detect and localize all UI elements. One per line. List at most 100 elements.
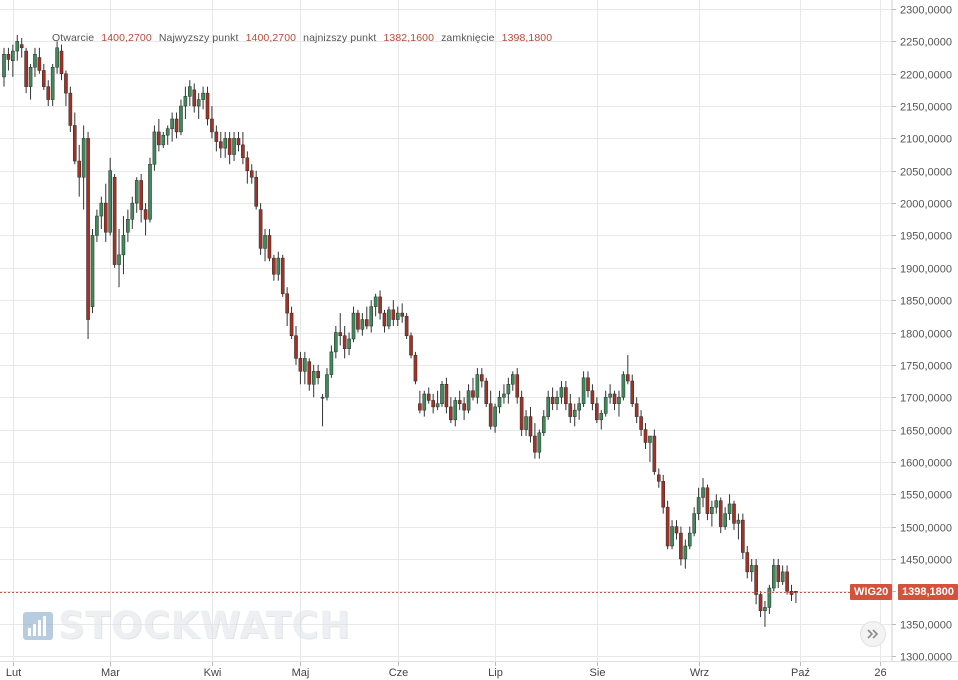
candle: [188, 80, 192, 107]
candle: [626, 355, 630, 385]
candle-body: [285, 293, 289, 314]
candle: [435, 390, 440, 411]
candle: [643, 423, 648, 449]
candle: [347, 332, 351, 356]
candle-body: [351, 312, 356, 340]
candle-body: [568, 403, 573, 417]
candle: [241, 131, 245, 165]
candle-body: [763, 607, 767, 611]
candle: [298, 351, 303, 385]
candle-body: [462, 403, 466, 411]
candle: [311, 364, 316, 398]
candle: [46, 80, 51, 107]
candle-body: [745, 552, 750, 573]
candle: [134, 177, 139, 213]
candle-body: [50, 66, 55, 100]
candle: [143, 203, 148, 236]
candle: [475, 368, 480, 404]
candle: [161, 131, 166, 149]
candle-body: [15, 41, 20, 52]
candle: [400, 303, 404, 323]
candle-body: [413, 354, 418, 382]
candle: [506, 377, 511, 404]
candle: [745, 546, 750, 579]
candle: [55, 41, 59, 74]
candle-body: [656, 474, 661, 482]
candle-body: [294, 335, 298, 359]
candle: [196, 93, 201, 119]
stockwatch-watermark: STOCKWATCH: [22, 604, 350, 647]
candle: [95, 209, 99, 242]
candle-body: [426, 393, 431, 401]
candle-body: [444, 384, 449, 408]
candle: [307, 358, 312, 391]
candle-body: [205, 92, 210, 120]
candle-body: [117, 254, 121, 265]
candle-body: [634, 403, 639, 417]
candle: [670, 520, 674, 550]
candle-body: [617, 396, 621, 404]
close-label: zamknięcie: [441, 32, 495, 44]
candle: [767, 584, 772, 614]
candle: [723, 507, 727, 530]
x-tick-label: Lut: [6, 667, 21, 679]
candle: [559, 381, 564, 404]
candle: [502, 384, 506, 404]
double-chevron-right-icon: [867, 629, 879, 639]
candle-body: [754, 565, 758, 595]
last-price-tag: 1398,1800: [898, 584, 958, 600]
candle-body: [710, 506, 714, 514]
candle-body: [603, 396, 608, 414]
candle: [404, 313, 409, 339]
candle: [157, 118, 161, 152]
candle: [497, 390, 502, 414]
candle-body: [621, 374, 626, 398]
candle-body: [488, 403, 493, 427]
candle: [210, 106, 214, 139]
candle-body: [112, 176, 117, 265]
candle-body: [249, 170, 254, 178]
y-tick-label: 1450,0000: [900, 555, 952, 567]
candle: [103, 183, 108, 242]
candle: [174, 112, 179, 139]
candle-body: [152, 131, 157, 165]
candle: [126, 209, 130, 242]
y-tick-label: 2200,0000: [900, 70, 952, 82]
candle-body: [387, 309, 391, 327]
candle: [360, 313, 365, 336]
candle: [471, 377, 475, 401]
candle: [462, 397, 466, 420]
candle: [453, 397, 458, 427]
candle-body: [714, 500, 719, 508]
candle: [581, 371, 586, 407]
candle-body: [307, 361, 312, 385]
candle: [714, 494, 719, 514]
candle-body: [227, 138, 232, 155]
candle-body: [316, 371, 320, 379]
candle-body: [188, 86, 192, 97]
candle-body: [727, 503, 732, 514]
open-value: 1400,2700: [101, 32, 152, 44]
candle-body: [679, 532, 683, 560]
candle: [179, 99, 183, 136]
candle: [28, 63, 33, 100]
candle: [599, 410, 604, 430]
candle-body: [364, 319, 369, 327]
y-tick-label: 1300,0000: [900, 652, 952, 664]
candle: [758, 591, 763, 618]
candle-body: [648, 435, 652, 443]
candle-body: [183, 96, 188, 107]
candle-body: [373, 296, 378, 307]
candle: [696, 487, 701, 521]
y-tick-label: 2050,0000: [900, 167, 952, 179]
candle: [289, 306, 294, 339]
scroll-to-latest-button[interactable]: [860, 621, 886, 647]
y-tick-label: 1650,0000: [900, 426, 952, 438]
candle: [130, 196, 135, 229]
candle-body: [435, 403, 440, 408]
candle-body: [143, 209, 148, 220]
candle-body: [232, 138, 236, 155]
candle: [661, 474, 666, 514]
candle-body: [64, 73, 68, 94]
time-axis-baseline: [0, 661, 958, 662]
